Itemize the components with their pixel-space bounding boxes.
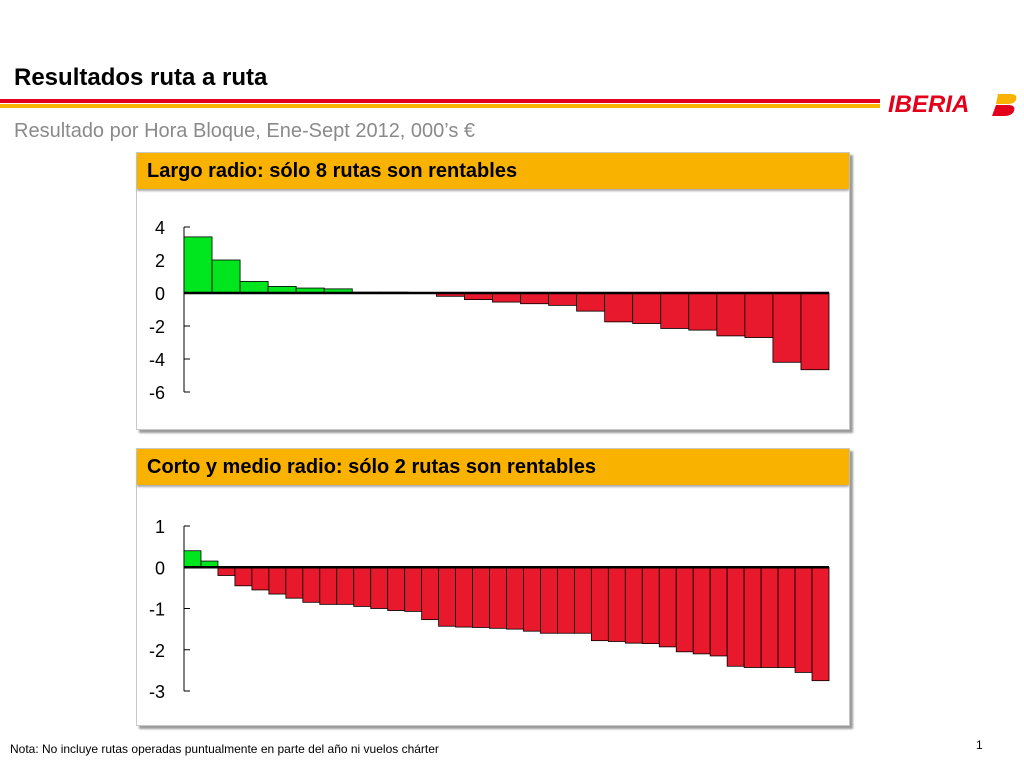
short-medium-haul-bar [404, 566, 423, 612]
long-haul-bar [576, 292, 606, 312]
short-medium-haul-bar [421, 566, 440, 621]
long-haul-bar [772, 292, 802, 363]
long-haul-y-tick-label: 4 [155, 218, 165, 238]
long-haul-bar [800, 292, 830, 371]
short-medium-haul-bar [285, 566, 304, 599]
long-haul-bar [520, 292, 549, 305]
short-medium-haul-bar [455, 566, 473, 628]
short-medium-haul-y-tick-label: -3 [149, 682, 165, 702]
long-haul-y-tick-label: 2 [155, 251, 165, 271]
short-medium-haul-y-tick-label: -2 [149, 641, 165, 661]
long-haul-bar [548, 292, 578, 306]
short-medium-haul-bar [234, 566, 253, 587]
short-medium-haul-bar [675, 566, 694, 653]
long-haul-bar [239, 281, 269, 294]
short-medium-haul-bar [811, 566, 830, 682]
short-medium-haul-bar [472, 566, 490, 628]
short-medium-haul-bar [641, 566, 660, 644]
long-haul-bar [211, 259, 241, 294]
short-medium-haul-bar [607, 566, 626, 642]
short-medium-haul-bar [336, 566, 355, 605]
short-medium-haul-bar [777, 566, 796, 668]
long-haul-bar [604, 292, 634, 323]
short-medium-haul-bar [387, 566, 406, 611]
short-medium-haul-bar [794, 566, 813, 673]
long-haul-y-tick-label: -4 [149, 350, 165, 370]
short-medium-haul-bar [624, 566, 643, 644]
short-medium-haul-y-tick-label: -1 [149, 600, 165, 620]
short-medium-haul-y-tick-label: 0 [155, 558, 165, 578]
short-medium-haul-bar [760, 566, 779, 668]
footnote: Nota: No incluye rutas operadas puntualm… [10, 742, 439, 756]
short-medium-haul-chart-title: Corto y medio radio: sólo 2 rutas son re… [147, 456, 596, 478]
page-subtitle: Resultado por Hora Bloque, Ene-Sept 2012… [14, 120, 476, 142]
short-medium-haul-bar [692, 566, 711, 655]
long-haul-bar [744, 292, 774, 338]
long-haul-chart-header: Largo radio: sólo 8 rutas son rentables [137, 153, 849, 189]
title-divider-yellow [0, 104, 880, 108]
short-medium-haul-bar [658, 566, 677, 648]
short-medium-haul-bar [251, 566, 270, 591]
short-medium-haul-bar [709, 566, 728, 657]
long-haul-bar [183, 236, 213, 294]
short-medium-haul-bar [370, 566, 389, 609]
short-medium-haul-chart-header: Corto y medio radio: sólo 2 rutas son re… [137, 449, 849, 485]
long-haul-bar [660, 292, 690, 329]
long-haul-bar [716, 292, 746, 337]
short-medium-haul-bar [438, 566, 456, 627]
short-medium-haul-bar [523, 566, 541, 632]
short-medium-haul-bar [573, 566, 592, 634]
short-medium-haul-y-tick-label: 1 [155, 517, 165, 537]
short-medium-haul-bar [540, 566, 558, 634]
page-title: Resultados ruta a ruta [14, 64, 268, 91]
short-medium-haul-bar [489, 566, 507, 629]
short-medium-haul-bar [183, 550, 202, 568]
short-medium-haul-bar [557, 566, 575, 634]
svg-text:IBERIA: IBERIA [888, 91, 969, 118]
short-medium-haul-bar [743, 566, 762, 668]
short-medium-haul-bar [726, 566, 745, 667]
short-medium-haul-bar [353, 566, 372, 607]
long-haul-y-tick-label: -2 [149, 317, 165, 337]
long-haul-y-tick-label: 0 [155, 284, 165, 304]
short-medium-haul-bar [268, 566, 287, 595]
long-haul-chart-title: Largo radio: sólo 8 rutas son rentables [147, 160, 518, 182]
short-medium-haul-bar [319, 566, 338, 605]
short-medium-haul-bar [590, 566, 609, 642]
long-haul-y-tick-label: -6 [149, 383, 165, 403]
title-divider-red [0, 99, 880, 103]
page-number: 1 [976, 738, 983, 752]
long-haul-bar [632, 292, 662, 324]
long-haul-bar [492, 292, 521, 303]
iberia-logo: IBERIA [888, 91, 1017, 118]
short-medium-haul-bar [506, 566, 524, 630]
long-haul-bar [688, 292, 718, 331]
short-medium-haul-bar [302, 566, 321, 603]
